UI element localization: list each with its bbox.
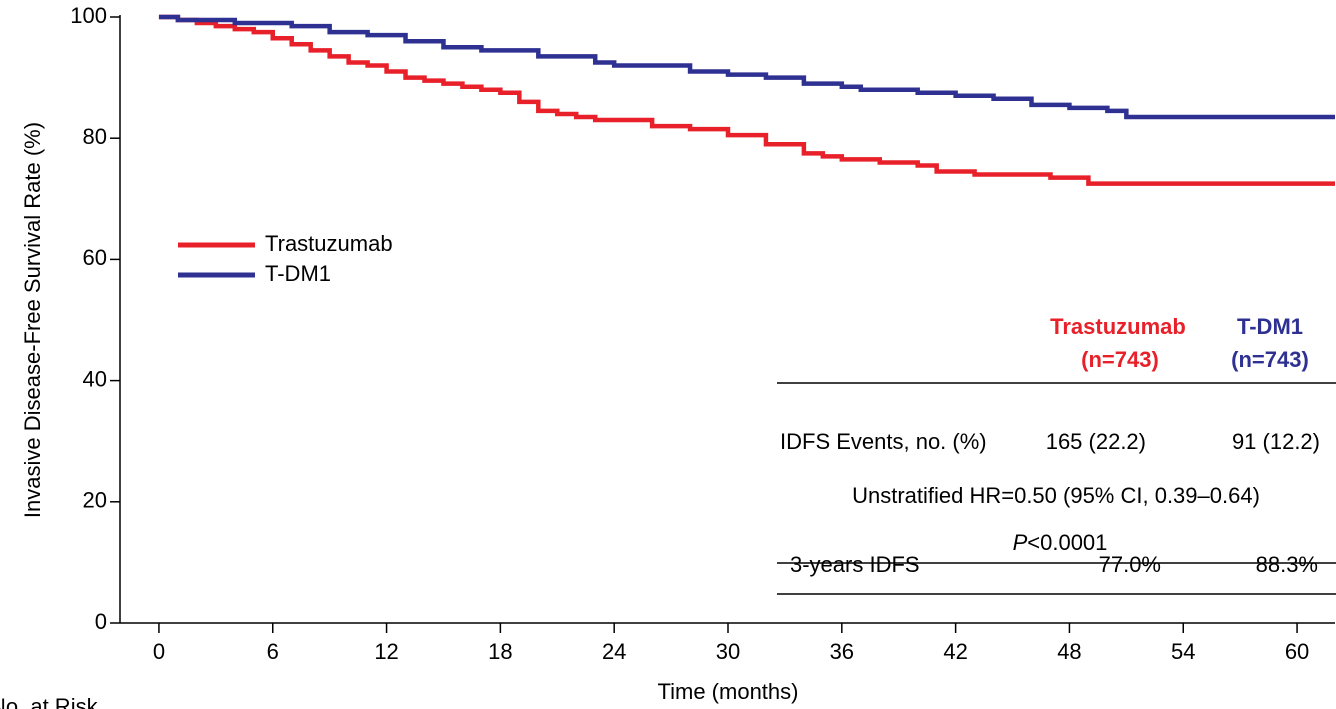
x-tick-label: 60 (1285, 639, 1309, 664)
x-tick-label: 48 (1057, 639, 1081, 664)
p-label: P (1013, 530, 1028, 555)
legend-label: Trastuzumab (265, 231, 393, 256)
x-axis-label: Time (months) (658, 679, 799, 704)
x-tick-label: 6 (267, 639, 279, 664)
table-cell: 77.0% (1099, 552, 1161, 577)
table-header: (n=743) (1231, 347, 1309, 372)
table-cell: 3-years IDFS (790, 552, 920, 577)
table-cell: P<0.0001 (1013, 530, 1108, 555)
x-tick-label: 54 (1171, 639, 1195, 664)
legend-label: T-DM1 (265, 261, 331, 286)
stats-table: Trastuzumab (n=743) T-DM1 (n=743) IDFS E… (777, 314, 1336, 595)
table-cell: 91 (12.2) (1232, 429, 1320, 454)
survival-curve (158, 14, 1335, 120)
x-tick-label: 30 (716, 639, 740, 664)
table-cell: IDFS Events, no. (%) (780, 429, 987, 454)
table-header: T-DM1 (1237, 314, 1303, 339)
y-tick-label: 60 (83, 245, 107, 270)
x-tick-label: 18 (488, 639, 512, 664)
x-tick-label: 24 (602, 639, 626, 664)
table-cell: 165 (22.2) (1046, 429, 1146, 454)
table-header: (n=743) (1081, 347, 1159, 372)
y-tick-label: 80 (83, 124, 107, 149)
y-tick-label: 0 (95, 609, 107, 634)
survival-curve (158, 14, 1335, 186)
y-axis-label: Invasive Disease-Free Survival Rate (%) (20, 122, 45, 518)
y-tick-label: 20 (83, 488, 107, 513)
footer: No. at Risk (0, 694, 99, 709)
x-tick-label: 36 (830, 639, 854, 664)
y-tick-label: 100 (70, 3, 107, 28)
x-tick-label: 42 (943, 639, 967, 664)
y-tick-label: 40 (83, 366, 107, 391)
table-cell: Unstratified HR=0.50 (95% CI, 0.39–0.64) (852, 483, 1260, 508)
p-value: <0.0001 (1027, 530, 1107, 555)
x-tick-label: 0 (153, 639, 165, 664)
table-cell: 88.3% (1256, 552, 1318, 577)
table-header: Trastuzumab (1050, 314, 1186, 339)
x-tick-label: 12 (374, 639, 398, 664)
